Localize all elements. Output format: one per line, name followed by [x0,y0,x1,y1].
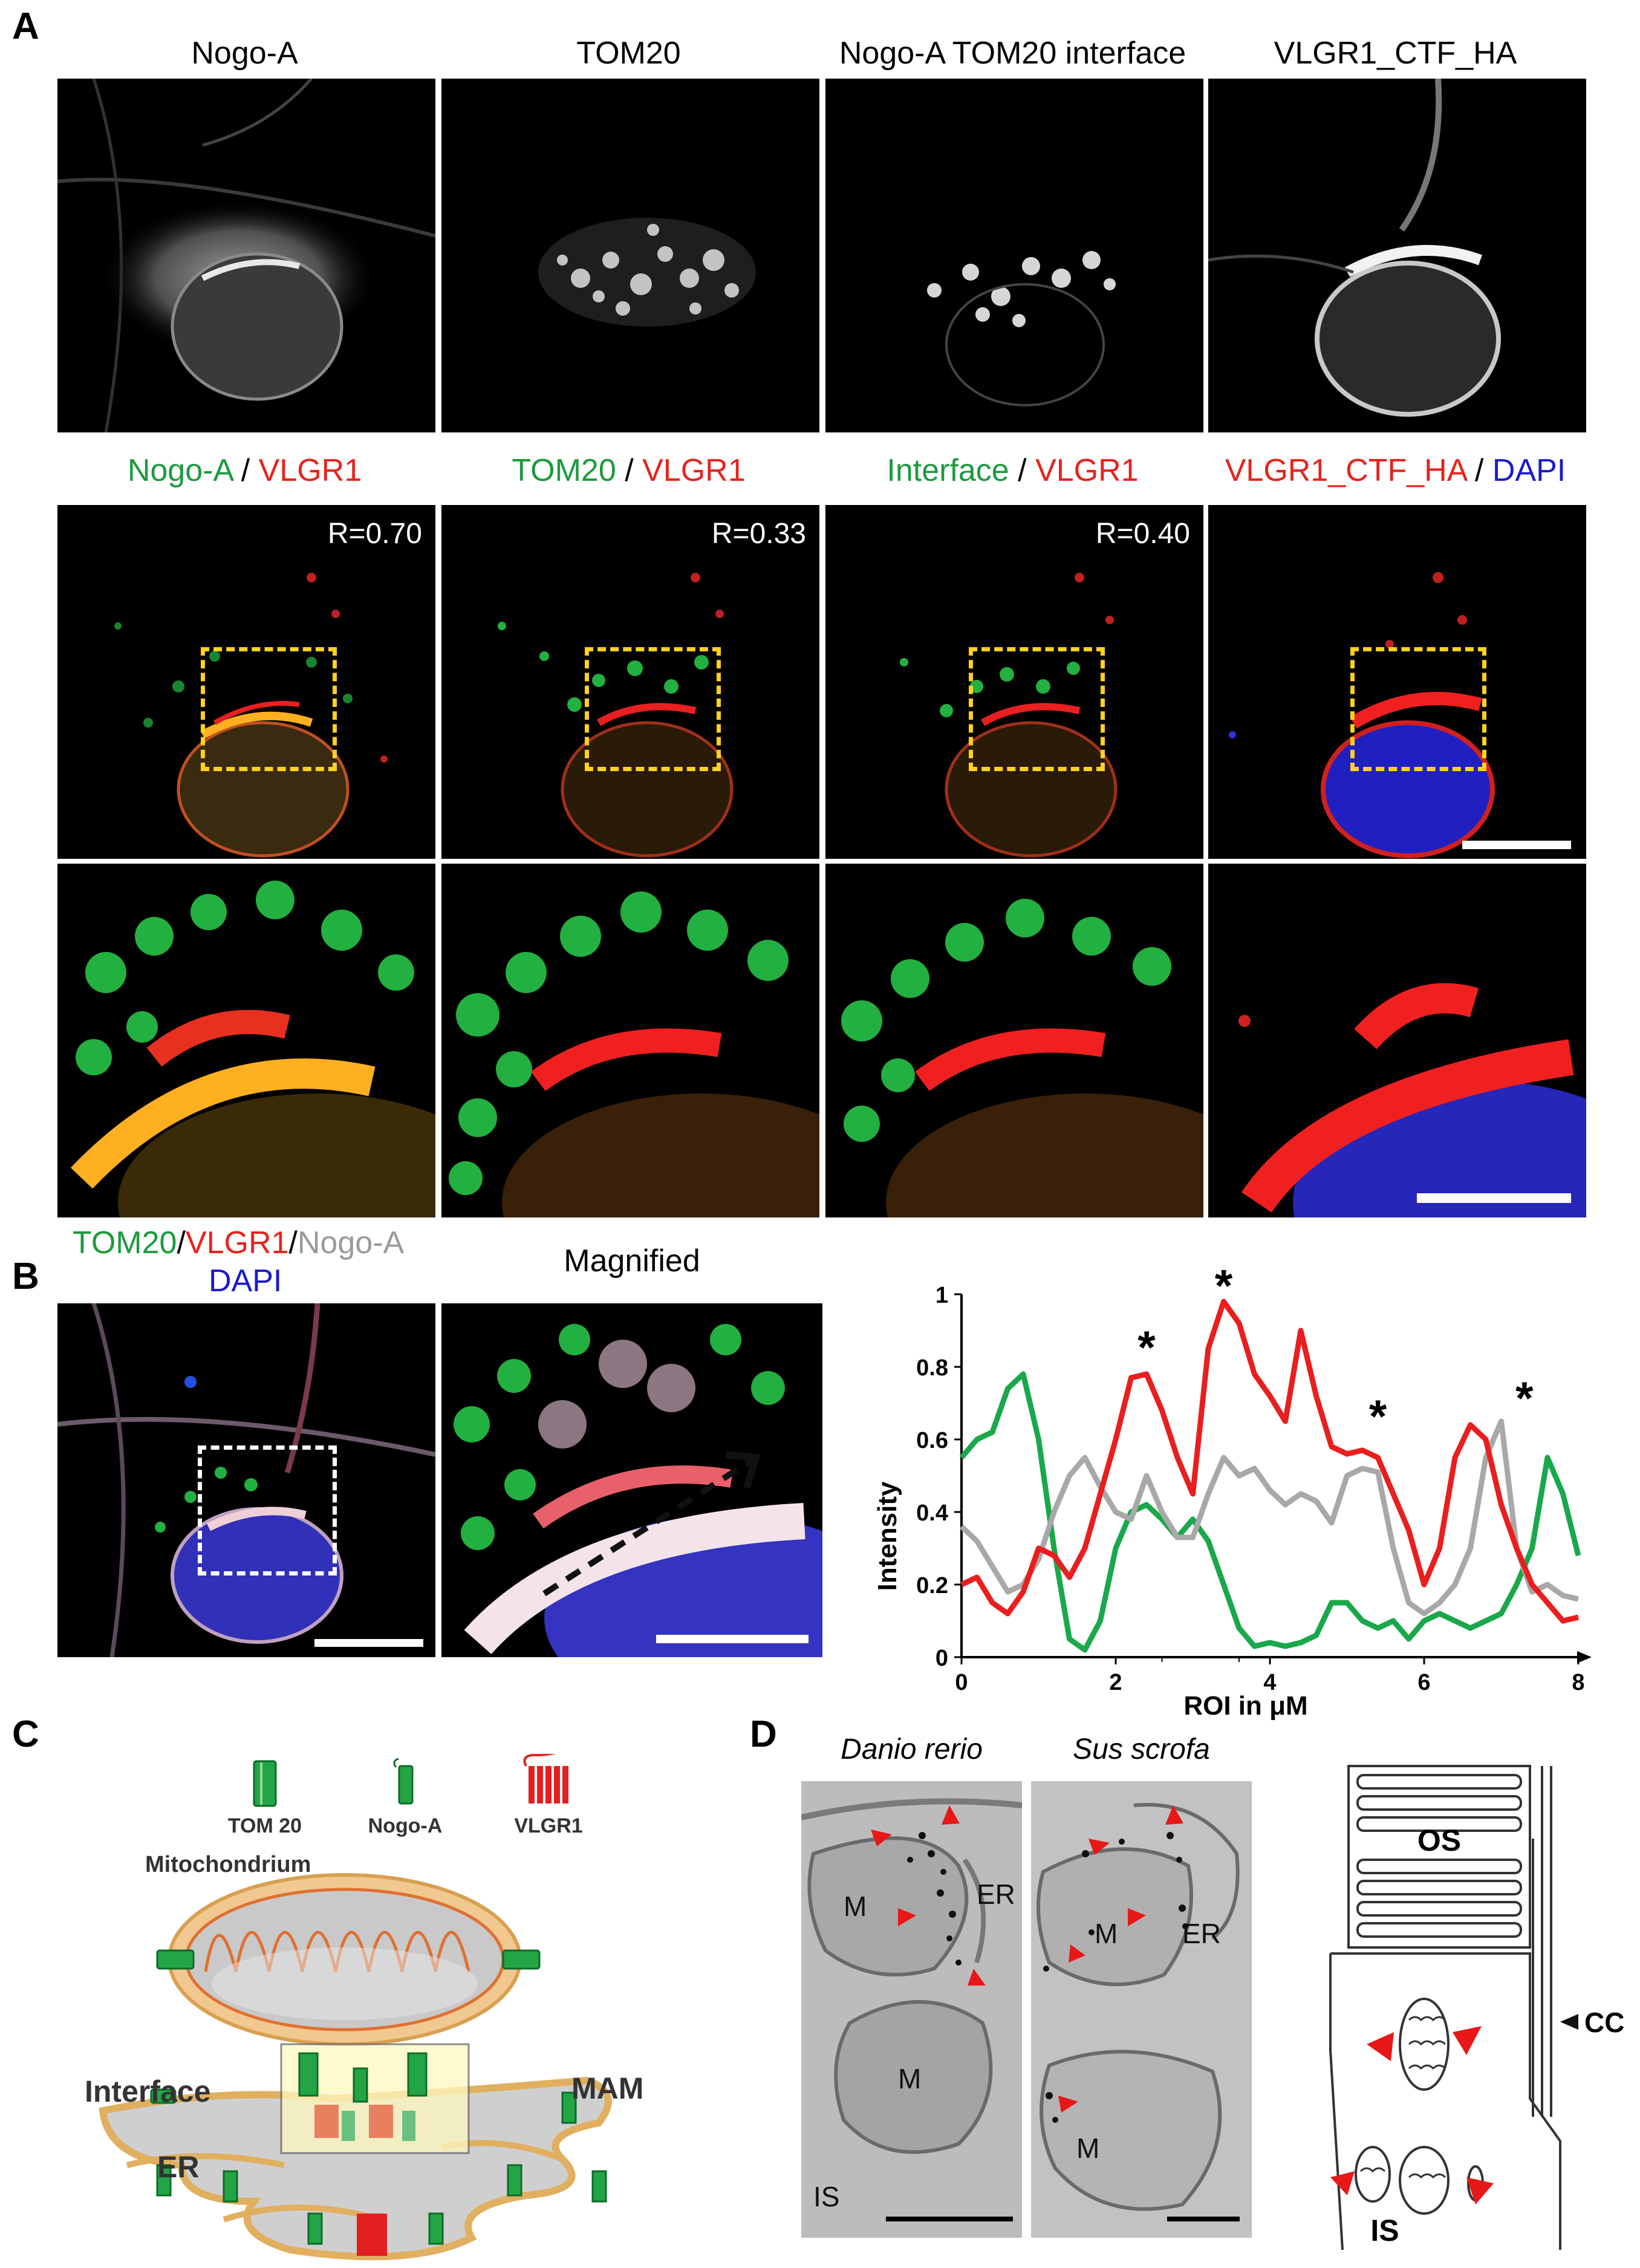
em1-label-is: IS [813,2181,840,2212]
vlgr1-in-er [357,2214,387,2256]
chart-x-tick-label: 0 [955,1670,968,1695]
title-sus-scrofa: Sus scrofa [1073,1733,1210,1765]
vlgr1-legend-icon [523,1754,568,1804]
image-tom20-gray [441,79,819,432]
tom20-legend-icon [253,1760,277,1807]
legend-nogo-a-label: Nogo-A [368,1814,443,1837]
chart-y-tick-label: 1 [936,1283,948,1308]
image-b-overview [57,1303,435,1657]
tom20-on-mito-left [156,1949,195,1970]
roi-box-3 [969,647,1105,771]
chart-xlabel: ROI in μM [1183,1691,1307,1721]
legend-tom20-label: TOM 20 [228,1814,302,1837]
image-tom20-vlgr1-zoom [441,864,819,1217]
nogo-a-legend-icon [393,1758,414,1805]
chart-asterisk: * [1137,1322,1156,1374]
schematic-label-os: OS [1417,1823,1461,1857]
intensity-chart: Intensity ROI in μM 0 0.2 0.4 0.6 0.8 1 0 2 4 6 8 *… [873,1270,1592,1721]
image-b-magnified [441,1303,822,1657]
legend-vlgr1-label: VLGR1 [514,1814,582,1837]
chart-x-tick-label: 6 [1417,1670,1430,1695]
tom20-on-mito-right [502,1949,541,1970]
label-er: ER [157,2150,199,2184]
em2-label-m2: M [1076,2133,1100,2164]
chart-x-arrow [1577,1651,1592,1663]
chart-y-tick-label: 0.8 [916,1355,948,1381]
b-roi-box [198,1445,337,1576]
chart-x-tick-label: 2 [1109,1670,1122,1695]
chart-y-tick-label: 0.4 [916,1501,948,1526]
title-nogo-a: Nogo-A [191,36,298,71]
panel-d-letter: D [750,1713,777,1755]
em-danio-rerio: M ER M IS [801,1781,1022,2238]
merge-title-vlgr1-dapi: VLGR1_CTF_HA / DAPI [1225,453,1566,488]
schematic-label-cc: CC [1584,2007,1624,2038]
image-nogo-vlgr1-zoom [57,864,435,1217]
merge-title-interface-vlgr1: Interface / VLGR1 [887,453,1139,488]
image-vlgr1-dapi-zoom [1208,864,1586,1217]
b-magnified-title: Magnified [564,1243,700,1279]
interface-proteins [298,2052,428,2141]
title-tom20: TOM20 [576,36,681,71]
em-sus-scrofa: M ER M [1031,1781,1252,2238]
roi-box-2 [585,647,721,771]
schematic-label-is: IS [1370,2214,1399,2247]
image-interface-gray [825,79,1203,432]
scale-bar-a-row2 [1462,841,1571,849]
chart-y-tick-label: 0 [936,1646,948,1671]
roi-box-4 [1350,647,1486,771]
em1-label-m2: M [898,2063,922,2094]
scale-bar-d-2 [1167,2217,1240,2221]
chart-series-2 [959,1418,1580,1617]
chart-x-tick-label: 8 [1572,1670,1584,1695]
merge-title-nogo-vlgr1: Nogo-A / VLGR1 [127,453,362,488]
panel-b-letter: B [12,1256,39,1297]
image-interface-vlgr1-merge: R=0.40 [825,505,1203,859]
image-vlgr1-gray [1208,79,1586,432]
label-interface: Interface [85,2074,210,2108]
b-legend-dapi: DAPI [209,1263,282,1299]
merge-title-tom20-vlgr1: TOM20 / VLGR1 [512,453,746,488]
chart-x-tick-label: 4 [1263,1670,1276,1695]
chart-series-1 [960,1299,1580,1624]
label-mam: MAM [571,2071,643,2105]
r-value-nogo: R=0.70 [327,518,422,550]
title-vlgr1-ctf-ha: VLGR1_CTF_HA [1274,36,1517,71]
chart-series-0 [959,1371,1581,1653]
em2-label-er: ER [1182,1918,1221,1949]
panel-c-letter: C [12,1713,39,1755]
er-proteins [150,2088,607,2245]
chart-y-tick-label: 0.6 [916,1428,948,1453]
r-value-tom20: R=0.33 [711,518,806,550]
roi-box-1 [201,647,337,771]
scale-bar-d-1 [886,2217,1013,2221]
image-interface-vlgr1-zoom [825,864,1203,1217]
image-tom20-vlgr1-merge: R=0.33 [441,505,819,859]
scale-bar-b-1 [314,1639,423,1647]
em1-label-er: ER [977,1879,1015,1910]
image-nogo-a-gray [57,79,435,432]
em2-label-m1: M [1095,1918,1118,1949]
chart-ylabel: Intensity [873,1481,902,1591]
b-legend-line1: TOM20/VLGR1/Nogo-A [73,1225,405,1260]
em1-label-m1: M [844,1891,867,1922]
chart-asterisk: * [1515,1373,1534,1424]
mitochondrium-shape [168,1873,522,2046]
panel-a-letter: A [12,5,39,47]
label-mitochondrium: Mitochondrium [145,1852,311,1877]
r-value-interface: R=0.40 [1095,518,1190,550]
chart-y-tick-label: 0.2 [916,1573,948,1598]
image-nogo-vlgr1-merge: R=0.70 [57,505,435,859]
image-vlgr1-dapi-merge [1208,505,1586,859]
chart-asterisk: * [1369,1391,1387,1442]
scale-bar-b-2 [656,1635,809,1643]
scale-bar-a-row3 [1417,1193,1571,1203]
title-danio-rerio: Danio rerio [841,1733,983,1765]
photoreceptor-schematic: OS IS CC [1329,1765,1624,2250]
chart-asterisk: * [1215,1270,1233,1312]
diagram-c: TOM 20 Nogo-A VLGR1 Mitochondrium [85,1754,643,2261]
title-interface: Nogo-A TOM20 interface [839,36,1186,71]
